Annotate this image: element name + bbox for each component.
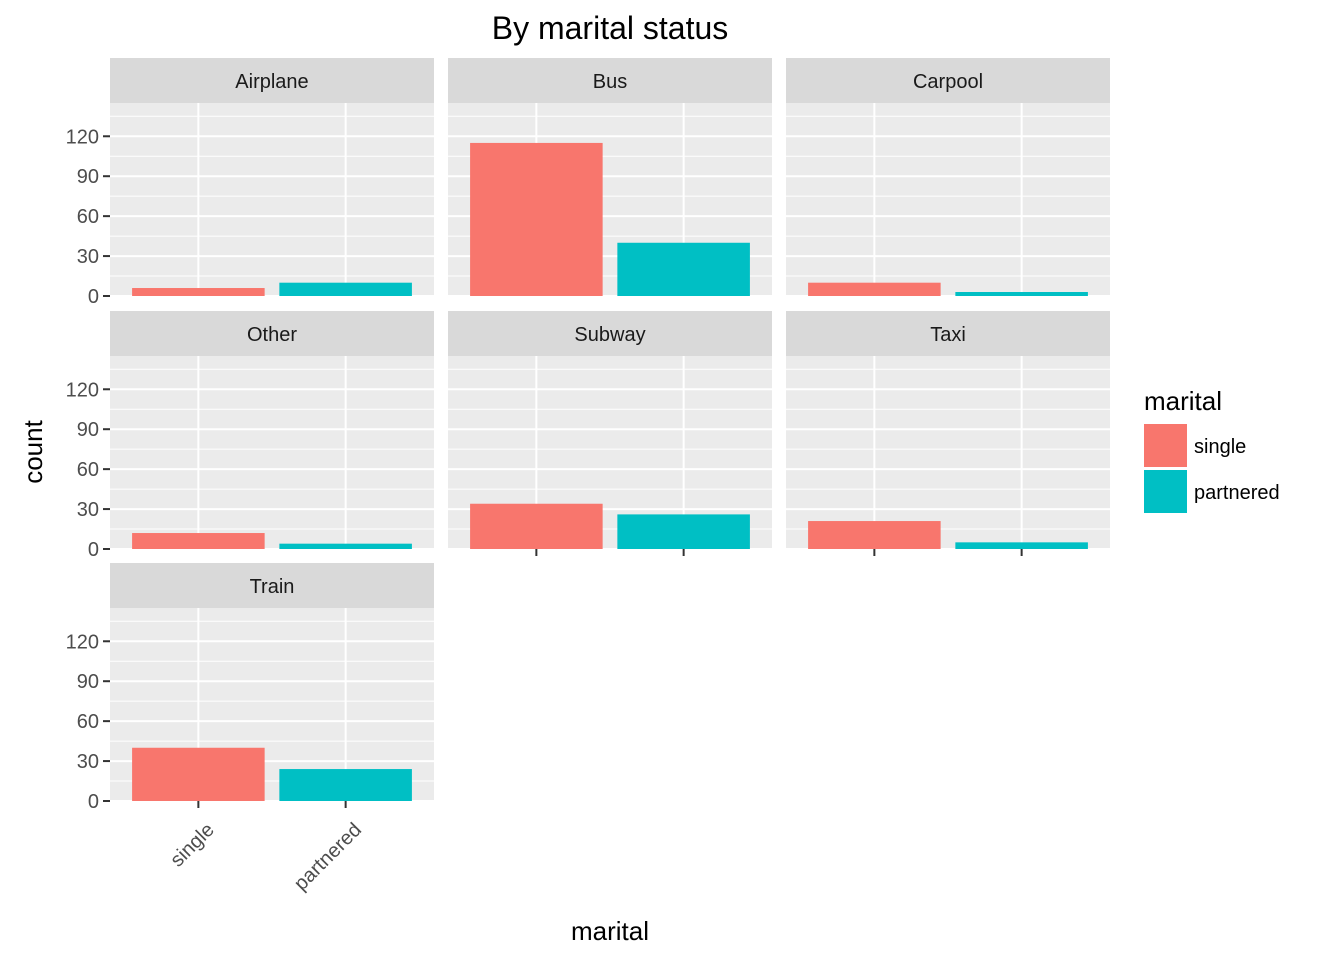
facet-strip-label: Other [247,324,297,346]
x-tick-label: single [166,819,219,872]
bar-subway-single [470,503,603,549]
y-tick-label: 90 [77,166,99,188]
y-tick-label: 120 [66,126,99,148]
facet-subway: Subway [448,311,772,556]
facet-strip [110,58,434,103]
facet-strip-label: Subway [574,324,645,346]
legend: marital single partnered [1144,386,1280,513]
facet-strip-label: Taxi [930,324,966,346]
x-axis-title: marital [571,916,649,946]
chart-title: By marital status [492,10,729,46]
facet-strip [110,311,434,356]
y-tick-label: 120 [66,631,99,653]
y-tick-label: 30 [77,751,99,773]
facet-airplane: Airplane 0 30 60 90 120 [66,58,434,308]
y-tick-label: 90 [77,419,99,441]
y-tick-label: 60 [77,711,99,733]
legend-label-partnered: partnered [1194,482,1280,504]
facet-panel-background [786,356,1110,549]
bar-subway-partnered [617,514,750,549]
facet-panels: Airplane 0 30 60 90 120 Bus Carpool Other 0 30 60 90… [66,58,1110,895]
y-tick-label: 0 [88,791,99,813]
facet-strip [786,58,1110,103]
y-tick-label: 90 [77,671,99,693]
facet-strip-label: Airplane [235,71,308,93]
facet-panel-background [786,103,1110,296]
y-axis-title: count [18,419,48,483]
bar-train-partnered [279,769,412,801]
legend-label-single: single [1194,436,1246,458]
facet-strip-label: Carpool [913,71,983,93]
y-tick-label: 30 [77,246,99,268]
y-tick-label: 60 [77,459,99,481]
facet-carpool: Carpool [786,58,1110,297]
y-tick-label: 0 [88,539,99,561]
y-tick-label: 60 [77,206,99,228]
facet-taxi: Taxi [786,311,1110,556]
bar-other-single [132,533,265,549]
legend-key-single [1144,424,1187,467]
y-tick-label: 30 [77,499,99,521]
facet-other: Other 0 30 60 90 120 [66,311,434,561]
bar-other-partnered [279,543,412,549]
facet-bus: Bus [448,58,772,297]
facet-strip [786,311,1110,356]
y-tick-label: 120 [66,379,99,401]
bar-train-single [132,747,265,801]
x-tick-label: partnered [290,819,366,895]
facet-strip [448,311,772,356]
facet-panel-background [110,356,434,549]
bar-airplane-single [132,288,265,296]
legend-key-partnered [1144,470,1187,513]
bar-carpool-partnered [955,292,1088,296]
bar-taxi-partnered [955,542,1088,549]
facet-strip [448,58,772,103]
bar-airplane-partnered [279,282,412,296]
bar-bus-single [470,142,603,296]
bar-carpool-single [808,282,941,296]
y-tick-label: 0 [88,286,99,308]
bar-bus-partnered [617,242,750,296]
facet-panel-background [110,103,434,296]
facet-strip-label: Bus [593,71,627,93]
legend-title: marital [1144,386,1222,416]
facet-strip [110,563,434,608]
facet-train: Train 0 30 60 90 120 single partnered [66,563,434,895]
bar-taxi-single [808,521,941,549]
facet-strip-label: Train [250,576,295,598]
